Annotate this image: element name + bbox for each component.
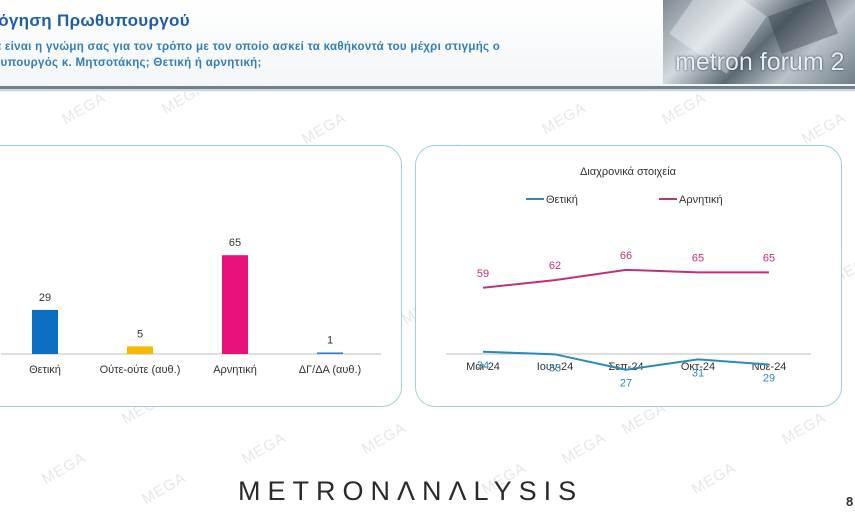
header-divider-shadow [0,89,855,91]
bar-value-label: 29 [39,292,51,304]
slide-header: ολόγηση Πρωθυπουργού α είναι η γνώμη σας… [0,0,855,92]
watermark-text: MEGA [798,109,850,148]
watermark-text: MEGA [688,459,740,498]
trend-category-label: Σεπ-24 [608,361,643,373]
bar-value-label: 65 [229,237,241,249]
trend-category-label: Μάι-24 [466,361,500,373]
trend-value-label: 65 [692,252,704,264]
trend-value-label: 66 [620,250,632,262]
bar-chart-panel: 29 Θετική 5 Ούτε-ούτε (αυθ.) 65 Αρνητική 1 ΔΓ/Δ… [0,145,402,407]
trend-series-line [482,350,770,371]
trend-chart-title: Διαχρονικά στοιχεία [580,166,677,178]
trend-value-label: 65 [763,252,775,264]
bar [32,309,58,354]
survey-question: α είναι η γνώμη σας για τον τρόπο με τον… [0,39,500,71]
watermark-text: MEGA [38,449,90,488]
trend-value-label: 34 [477,360,489,372]
bar-category-label: Ούτε-ούτε (αυθ.) [100,364,181,376]
header-divider [0,86,855,89]
bar-category-label: Αρνητική [213,364,257,376]
watermark-text: MEGA [358,419,410,458]
trend-value-label: 33 [549,362,561,374]
trend-value-label: 27 [620,378,632,390]
trend-value-label: 29 [763,373,775,385]
logo-shard-shape [767,0,839,55]
trend-category-label: Ιουν-24 [537,361,574,373]
legend-label: Θετική [546,194,578,206]
trend-chart-panel: Διαχρονικά στοιχεία Θετική Αρνητική Μάι-24 Ι… [415,145,842,407]
slide-title: ολόγηση Πρωθυπουργού [0,11,190,30]
trend-value-label: 31 [692,367,704,379]
watermark-text: MEGA [558,429,610,468]
page-number: 8 [846,494,854,509]
trend-category-label: Οκτ-24 [681,361,715,373]
trend-value-label: 59 [477,268,489,280]
metron-forum-logo: metron forum 2 [663,0,855,84]
watermark-text: MEGA [778,409,830,448]
metron-analysis-brand: METRONΛNΛLYSIS [238,476,584,506]
bar-value-label: 5 [137,328,143,340]
bar-category-label: Θετική [29,364,61,376]
logo-text: metron forum 2 [675,48,845,76]
trend-value-label: 62 [549,260,561,272]
bar [127,346,153,354]
bar [317,352,343,354]
watermark-text: MEGA [658,89,710,128]
bar [222,255,248,354]
watermark-text: MEGA [238,429,290,468]
watermark-text: MEGA [538,99,590,138]
bar-chart: 29 Θετική 5 Ούτε-ούτε (αυθ.) 65 Αρνητική 1 ΔΓ/Δ… [1,237,381,376]
watermark-text: MEGA [298,109,350,148]
trend-line-chart: Διαχρονικά στοιχεία Θετική Αρνητική Μάι-24 Ι… [446,166,811,390]
watermark-text: MEGA [138,469,190,508]
bar-category-label: ΔΓ/ΔΑ (αυθ.) [299,364,361,376]
trend-series-line [482,268,769,289]
legend-label: Αρνητική [679,194,723,206]
watermark-text: MEGA [58,89,110,128]
question-line-2: θυπουργός κ. Μητσοτάκης; Θετική ή αρνητι… [0,57,262,69]
question-line-1: α είναι η γνώμη σας για τον τρόπο με τον… [0,41,501,53]
bar-value-label: 1 [327,334,333,346]
